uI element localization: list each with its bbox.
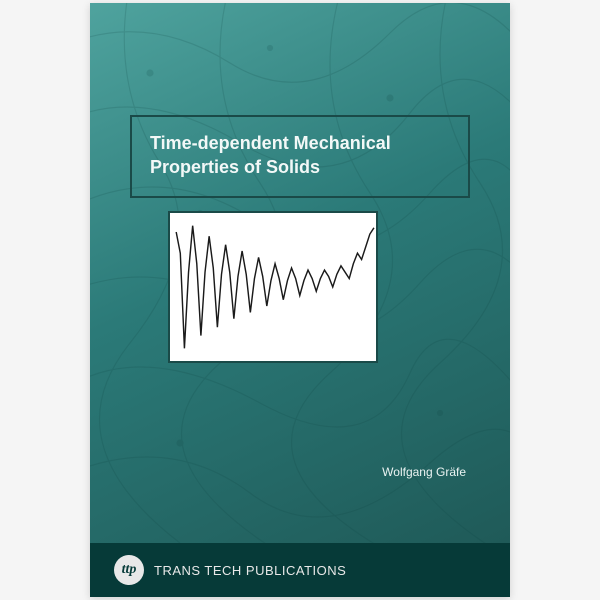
publisher-name: TRANS TECH PUBLICATIONS (154, 563, 346, 578)
book-cover: Time-dependent Mechanical Properties of … (90, 3, 510, 597)
publisher-logo: ttp (114, 555, 144, 585)
logo-text: ttp (122, 562, 137, 578)
oscillation-chart (168, 211, 378, 363)
chart-svg (170, 213, 376, 361)
footer-bar: ttp TRANS TECH PUBLICATIONS (90, 543, 510, 597)
author-name: Wolfgang Gräfe (382, 465, 466, 479)
title-box: Time-dependent Mechanical Properties of … (130, 115, 470, 198)
title-line-2: Properties of Solids (150, 155, 450, 179)
title-line-1: Time-dependent Mechanical (150, 131, 450, 155)
